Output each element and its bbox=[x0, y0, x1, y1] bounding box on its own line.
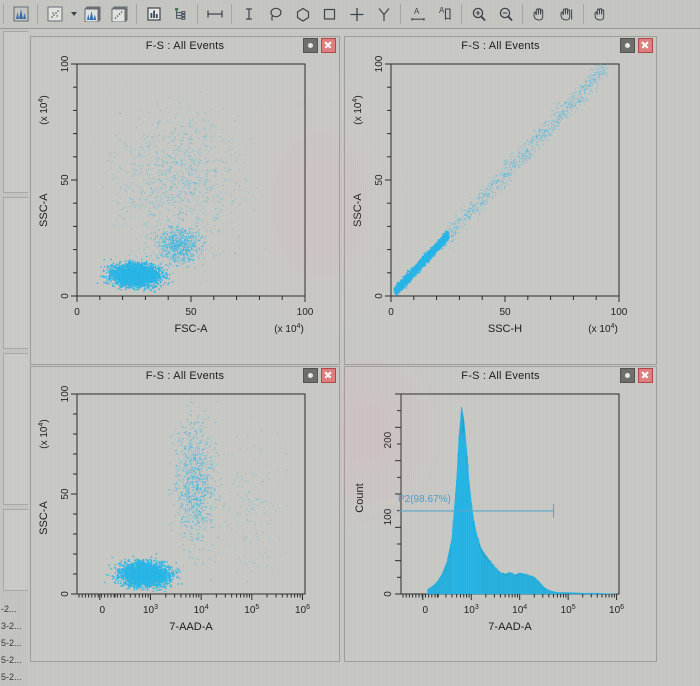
page-title: F-S : All Events bbox=[461, 39, 540, 52]
plot-canvas-7aad-count[interactable]: P2(98.67%) 0 100 200 0 103 104 105 106 Count 7-AAD… bbox=[345, 384, 656, 659]
close-icon[interactable] bbox=[321, 368, 336, 383]
gear-icon[interactable] bbox=[303, 368, 318, 383]
zoom-out-icon[interactable] bbox=[492, 2, 519, 26]
page-title: F-S : All Events bbox=[145, 369, 225, 382]
toolbar-separator bbox=[3, 4, 4, 24]
list-item[interactable]: 5-2... bbox=[1, 672, 22, 682]
close-icon[interactable] bbox=[638, 38, 653, 53]
svg-text:A: A bbox=[414, 7, 420, 16]
svg-text:SSC-A: SSC-A bbox=[38, 193, 50, 227]
left-sidebar: -2... 3-2... 5-2... 5-2... 5-2... bbox=[0, 29, 28, 686]
grab-hand-icon[interactable] bbox=[587, 2, 614, 26]
plot-header: F-S : All Events bbox=[345, 367, 656, 384]
plot-controls bbox=[303, 368, 336, 383]
gate-hierarchy-icon[interactable] bbox=[167, 2, 194, 26]
stacked-dot-plot-icon[interactable] bbox=[106, 2, 133, 26]
toolbar-separator bbox=[136, 4, 137, 24]
plot-header: F-S : All Events bbox=[31, 367, 339, 384]
toolbar-separator bbox=[400, 4, 401, 24]
interval-gate-icon[interactable] bbox=[201, 2, 228, 26]
stacked-histogram-icon[interactable] bbox=[79, 2, 106, 26]
pan-hand-icon[interactable] bbox=[526, 2, 553, 26]
toolbar-separator bbox=[197, 4, 198, 24]
sidebar-panel-lower bbox=[3, 353, 28, 505]
toolbar-separator bbox=[461, 4, 462, 24]
toolbar-separator bbox=[522, 4, 523, 24]
polygon-gate-icon[interactable] bbox=[289, 2, 316, 26]
page-title: F-S : All Events bbox=[461, 369, 540, 382]
plot-header: F-S : All Events bbox=[31, 37, 339, 54]
svg-text:100: 100 bbox=[60, 55, 71, 72]
svg-text:100: 100 bbox=[297, 307, 314, 318]
zoom-in-icon[interactable] bbox=[465, 2, 492, 26]
dot-plot-icon[interactable] bbox=[41, 2, 68, 26]
sidebar-panel-top bbox=[3, 31, 28, 193]
plot-controls bbox=[620, 368, 653, 383]
sidebar-sample-list: -2... 3-2... 5-2... 5-2... 5-2... bbox=[0, 601, 28, 686]
label-annotation-icon[interactable]: A bbox=[431, 2, 458, 26]
gear-icon[interactable] bbox=[620, 368, 635, 383]
plot-panel-fsc-ssc: F-S : All Events 0 50 100 0 50 100 SSC-A (x 104… bbox=[30, 36, 340, 365]
gear-icon[interactable] bbox=[303, 38, 318, 53]
bar-statistics-icon[interactable] bbox=[140, 2, 167, 26]
svg-text:(x 104): (x 104) bbox=[38, 95, 50, 124]
plot-type-dropdown-icon[interactable] bbox=[68, 2, 79, 26]
plot-panel-7aad-count: F-S : All Events P2(98.67%) 0 100 200 0 103 10… bbox=[344, 366, 657, 662]
svg-text:0: 0 bbox=[60, 293, 71, 299]
histogram-plot-icon[interactable] bbox=[7, 2, 34, 26]
sidebar-panel-bottom bbox=[3, 509, 28, 591]
vertical-marker-gate-icon[interactable] bbox=[235, 2, 262, 26]
toolbar-separator bbox=[37, 4, 38, 24]
svg-text:50: 50 bbox=[60, 174, 71, 186]
plot-canvas-ssch-ssca[interactable]: 0 50 100 0 50 100 SSC-A (x 104) SSC-H (x 104) bbox=[345, 54, 656, 362]
close-icon[interactable] bbox=[638, 368, 653, 383]
plot-controls bbox=[303, 38, 336, 53]
svg-text:(x 104): (x 104) bbox=[274, 323, 303, 335]
close-icon[interactable] bbox=[321, 38, 336, 53]
svg-text:50: 50 bbox=[185, 307, 197, 318]
plot-panel-ssch-ssca: F-S : All Events 0 50 100 0 50 100 SSC-A (x 104… bbox=[344, 36, 657, 365]
svg-text:0: 0 bbox=[74, 307, 80, 318]
sidebar-panel-middle bbox=[3, 197, 28, 349]
gear-icon[interactable] bbox=[620, 38, 635, 53]
plot-canvas-fsc-ssc[interactable]: 0 50 100 0 50 100 SSC-A (x 104) FSC-A (x 104) bbox=[31, 54, 339, 362]
pan-hand-alt-icon[interactable] bbox=[553, 2, 580, 26]
toolbar-separator bbox=[231, 4, 232, 24]
list-item[interactable]: -2... bbox=[1, 604, 17, 614]
lasso-gate-icon[interactable] bbox=[262, 2, 289, 26]
page-title: F-S : All Events bbox=[145, 39, 225, 52]
quadrant-gate-icon[interactable] bbox=[343, 2, 370, 26]
list-item[interactable]: 5-2... bbox=[1, 655, 22, 665]
list-item[interactable]: 5-2... bbox=[1, 638, 22, 648]
rectangle-gate-icon[interactable] bbox=[316, 2, 343, 26]
svg-text:FSC-A: FSC-A bbox=[175, 323, 209, 335]
svg-text:A: A bbox=[439, 6, 445, 15]
toolbar-separator bbox=[583, 4, 584, 24]
plot-canvas-7aad-ssca[interactable]: 0 50 100 0 103 104 105 106 SSC-A (x 104) 7-AAD-A bbox=[31, 384, 339, 659]
plot-panel-7aad-ssca: F-S : All Events 0 50 100 0 103 104 105 106 SSC-… bbox=[30, 366, 340, 662]
main-toolbar: A A bbox=[0, 0, 700, 29]
crosshair-gate-icon[interactable] bbox=[370, 2, 397, 26]
text-annotation-icon[interactable]: A bbox=[404, 2, 431, 26]
plot-header: F-S : All Events bbox=[345, 37, 656, 54]
list-item[interactable]: 3-2... bbox=[1, 621, 22, 631]
plot-controls bbox=[620, 38, 653, 53]
